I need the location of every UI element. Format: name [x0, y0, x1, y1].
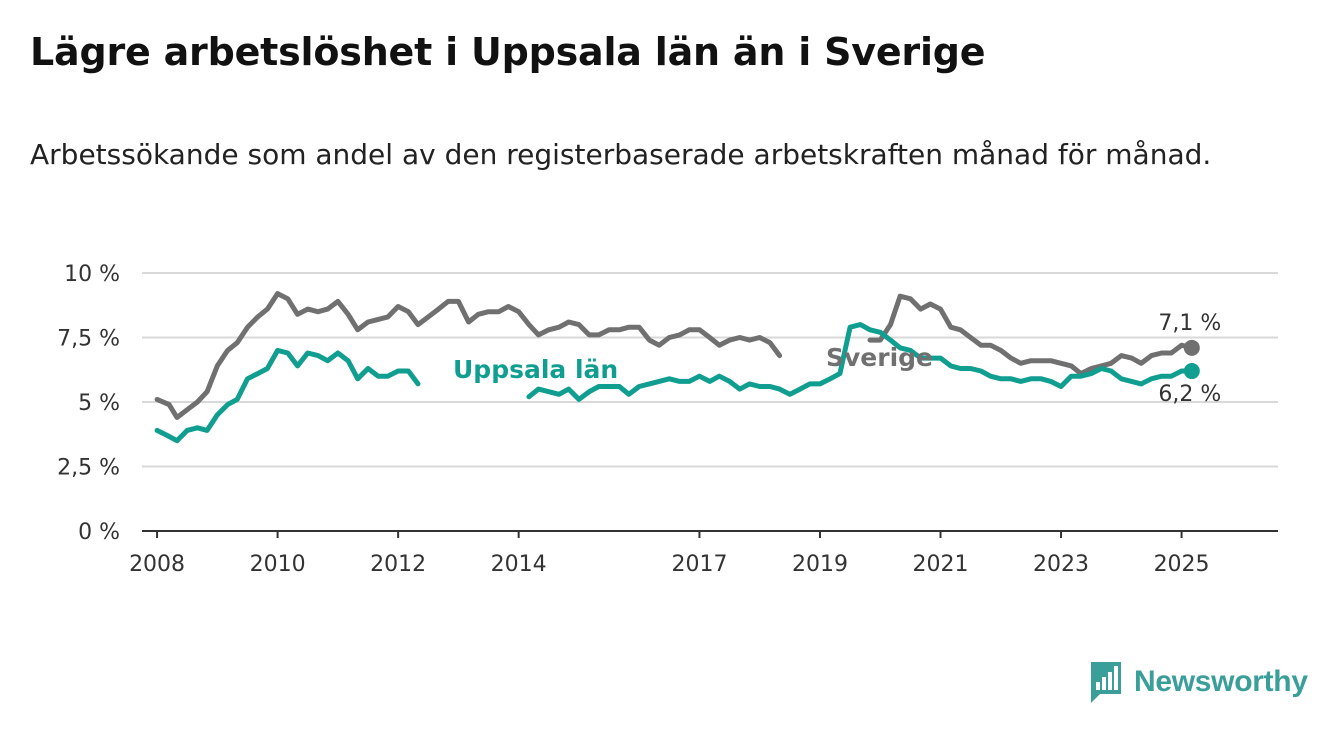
x-tick-label: 2023: [1033, 552, 1089, 577]
brand-name: Newsworthy: [1134, 665, 1308, 698]
sverige-line: [867, 293, 1195, 377]
sverige-line: [154, 291, 783, 420]
x-tick-label: 2008: [129, 552, 185, 577]
sverige-end-marker: [1183, 339, 1200, 356]
sverige-value-label: 7,1 %: [1158, 311, 1221, 336]
x-tick-label: 2017: [671, 552, 727, 577]
uppsala-line: [526, 322, 1195, 402]
x-tick-label: 2012: [370, 552, 426, 577]
x-tick-label: 2025: [1154, 552, 1210, 577]
chart-title: Lägre arbetslöshet i Uppsala län än i Sv…: [30, 30, 986, 74]
chart-subtitle: Arbetssökande som andel av den registerb…: [30, 138, 1212, 171]
sverige-series-label: Sverige: [826, 343, 933, 372]
x-tick-label: 2021: [913, 552, 969, 577]
uppsala-line: [154, 347, 421, 444]
newsworthy-logo: Newsworthy: [1088, 660, 1308, 704]
y-tick-label: 10 %: [64, 262, 120, 287]
y-tick-label: 2,5 %: [57, 456, 120, 481]
chart-labels: 0 % 2,5 % 5 % 7,5 % 10 % 2008 2010 2012 2014 2017…: [57, 262, 1221, 577]
uppsala-end-marker: [1183, 363, 1200, 380]
x-tick-label: 2010: [250, 552, 306, 577]
uppsala-value-label: 6,2 %: [1158, 382, 1221, 407]
uppsala-series-label: Uppsala län: [453, 355, 618, 384]
y-tick-label: 0 %: [78, 520, 120, 545]
x-tick-label: 2014: [491, 552, 547, 577]
y-tick-label: 7,5 %: [57, 327, 120, 352]
x-tick-label: 2019: [792, 552, 848, 577]
bar-chart-icon: [1091, 662, 1121, 703]
y-tick-label: 5 %: [78, 391, 120, 416]
series-lines: [154, 291, 1200, 444]
